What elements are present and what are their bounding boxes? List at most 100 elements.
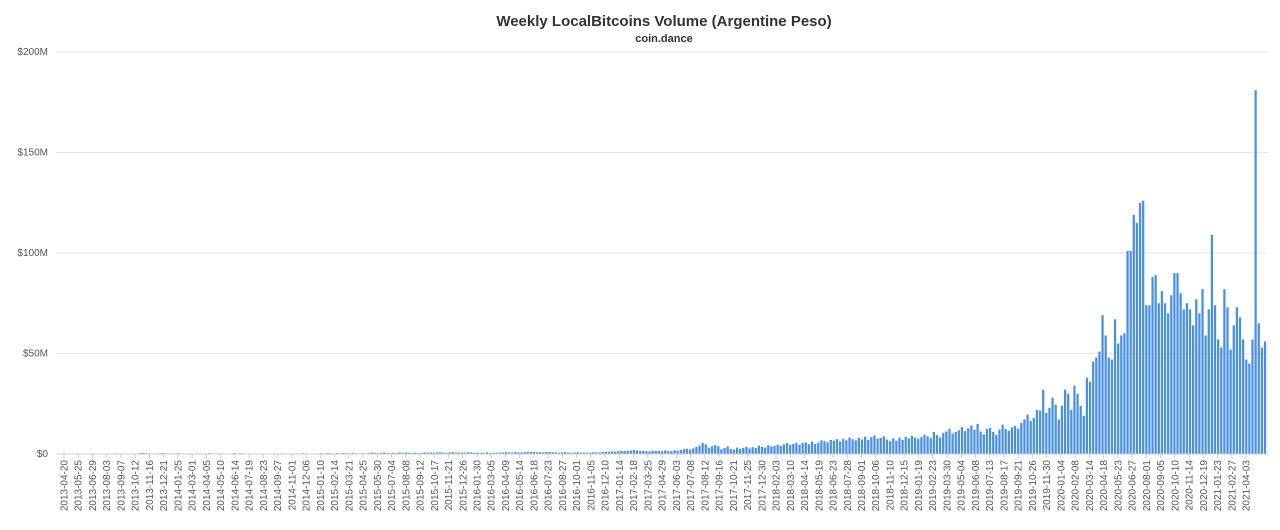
bar	[1060, 405, 1064, 454]
bar	[401, 452, 404, 454]
bar	[1198, 313, 1201, 454]
x-tick-label: 2015-09-12	[416, 460, 427, 512]
bar	[879, 437, 882, 454]
bar	[1032, 417, 1035, 454]
x-tick-label: 2021-04-03	[1242, 460, 1253, 512]
bar	[888, 441, 892, 454]
bar	[495, 452, 498, 454]
bar	[739, 448, 742, 454]
bar	[735, 447, 739, 454]
bar	[473, 452, 476, 454]
bar-series	[73, 90, 1267, 454]
bar	[560, 452, 564, 454]
bar	[632, 449, 636, 454]
bar	[1057, 419, 1060, 454]
bar	[1235, 307, 1239, 454]
bar	[1138, 202, 1142, 454]
x-tick-label: 2019-07-13	[985, 460, 996, 512]
bar	[1076, 393, 1079, 454]
bar	[1173, 273, 1176, 454]
bar	[951, 433, 954, 454]
bar	[1260, 347, 1263, 454]
x-tick-label: 2013-08-03	[102, 460, 113, 512]
bar	[467, 452, 470, 454]
chart-title: Weekly LocalBitcoins Volume (Argentine P…	[496, 13, 831, 30]
x-tick-label: 2014-03-01	[188, 460, 199, 512]
bar	[814, 443, 817, 454]
bar	[592, 452, 595, 454]
bar	[1263, 341, 1267, 454]
bar	[457, 452, 461, 454]
x-tick-label: 2018-09-01	[857, 460, 868, 512]
bar	[1160, 291, 1164, 454]
bar	[979, 431, 982, 454]
bar	[1238, 317, 1242, 454]
bar	[579, 452, 582, 454]
x-tick-label: 2017-10-21	[729, 460, 740, 512]
bar	[748, 448, 751, 454]
x-tick-label: 2013-05-25	[74, 460, 85, 512]
bar	[920, 437, 923, 454]
bar	[1182, 309, 1185, 454]
x-tick-label: 2020-06-27	[1128, 460, 1139, 512]
bar	[654, 450, 657, 454]
bar	[842, 438, 845, 454]
bar	[1051, 397, 1054, 454]
bar	[620, 450, 623, 454]
bar	[629, 450, 632, 454]
bar	[720, 449, 723, 454]
bar	[1254, 90, 1257, 454]
bar	[957, 430, 960, 454]
bar	[635, 450, 639, 454]
bar	[729, 448, 732, 454]
bar	[657, 450, 661, 454]
bar	[373, 452, 376, 454]
bar	[679, 449, 682, 454]
bar	[1126, 250, 1129, 454]
bar	[917, 438, 920, 454]
x-tick-label: 2020-03-14	[1085, 460, 1096, 512]
bar	[551, 452, 554, 454]
bar	[426, 452, 429, 454]
bar	[414, 452, 417, 454]
bar	[1085, 377, 1089, 454]
bar	[1223, 289, 1226, 454]
bar	[570, 452, 573, 454]
y-tick-label: $150M	[17, 148, 48, 159]
bar	[988, 427, 992, 454]
bar	[832, 440, 836, 454]
bar	[710, 446, 714, 454]
bar	[1010, 427, 1014, 454]
bar	[935, 435, 939, 454]
x-tick-label: 2019-08-17	[999, 460, 1010, 512]
bar	[910, 435, 914, 454]
x-tick-label: 2015-08-08	[401, 460, 412, 512]
bar	[804, 442, 807, 454]
x-tick-label: 2016-10-01	[572, 460, 583, 512]
x-tick-label: 2017-12-30	[757, 460, 768, 512]
bar	[554, 452, 557, 454]
bar	[745, 446, 748, 454]
x-tick-label: 2015-07-04	[387, 460, 398, 512]
x-tick-label: 2015-10-17	[430, 460, 441, 512]
bar	[1054, 404, 1057, 454]
x-tick-label: 2014-09-27	[273, 460, 284, 512]
bar	[1013, 425, 1017, 454]
bar	[829, 439, 832, 454]
bar	[689, 449, 692, 454]
bar	[564, 451, 567, 454]
bar	[1073, 385, 1076, 454]
bar	[573, 452, 576, 454]
bar	[682, 449, 686, 454]
bar	[782, 444, 786, 454]
x-tick-label: 2019-05-04	[957, 460, 968, 512]
x-tick-label: 2017-02-18	[629, 460, 640, 512]
bar	[1063, 389, 1067, 454]
bar	[370, 452, 373, 454]
bar	[1195, 299, 1198, 454]
bar	[1154, 275, 1157, 454]
bar	[429, 452, 433, 454]
x-tick-label: 2021-02-27	[1227, 460, 1238, 512]
x-tick-label: 2015-03-21	[344, 460, 355, 512]
y-axis-ticks: $0 $50M $100M $150M $200M	[17, 47, 48, 460]
